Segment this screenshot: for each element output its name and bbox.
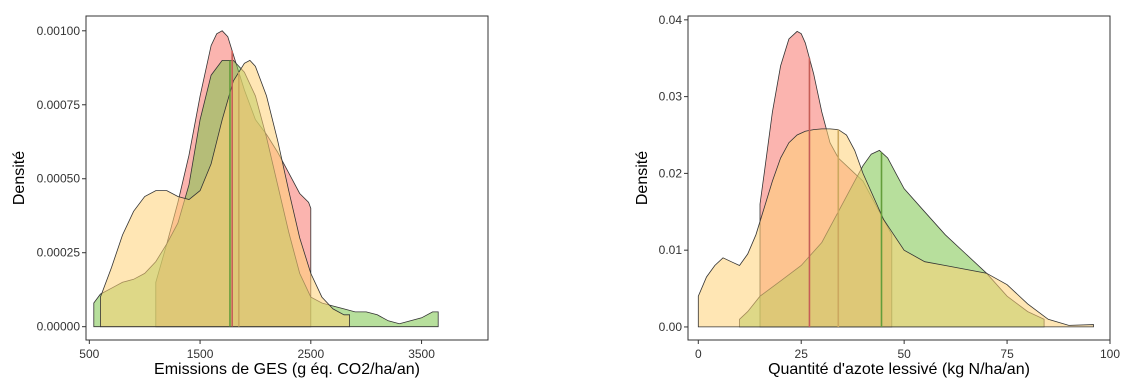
y-tick-label: 0.00100 (37, 24, 81, 38)
y-tick-label: 0.00000 (37, 320, 81, 334)
x-tick-label: 1500 (187, 347, 214, 361)
y-tick-label: 0.04 (659, 13, 683, 27)
x-tick-label: 3500 (408, 347, 435, 361)
density-area-3 (100, 59, 350, 328)
x-tick-label: 100 (1100, 347, 1120, 361)
panel-border (687, 15, 1111, 341)
x-tick-label: 75 (1000, 347, 1014, 361)
chart-panel-2: 0.00 0.01 0.02 0.03 0.04 0 25 50 75 100 Quantité d… (634, 13, 1120, 378)
y-tick-label: 0.03 (659, 90, 683, 104)
x-tick-label: 2500 (297, 347, 324, 361)
x-tick-label: 500 (79, 347, 99, 361)
x-tick-label: 50 (897, 347, 911, 361)
x-tick-label: 25 (795, 347, 809, 361)
chart-panel-1: 0.00000 0.00025 0.00050 0.00075 0.00100 500 15… (11, 15, 489, 378)
y-tick-label: 0.02 (659, 166, 683, 180)
x-axis-title: Quantité d'azote lessivé (kg N/ha/an) (768, 361, 1030, 378)
y-tick-label: 0.01 (659, 243, 683, 257)
x-axis-title: Emissions de GES (g éq. CO2/ha/an) (154, 361, 420, 378)
y-tick-label: 0.00 (659, 320, 683, 334)
y-tick-label: 0.00050 (37, 172, 81, 186)
y-axis-title: Densité (11, 151, 28, 205)
y-axis-title: Densité (634, 151, 651, 205)
x-tick-label: 0 (695, 347, 702, 361)
panel-border (85, 15, 489, 341)
density-area-3 (697, 128, 1094, 328)
y-tick-label: 0.00025 (37, 246, 81, 260)
y-tick-label: 0.00075 (37, 98, 81, 112)
